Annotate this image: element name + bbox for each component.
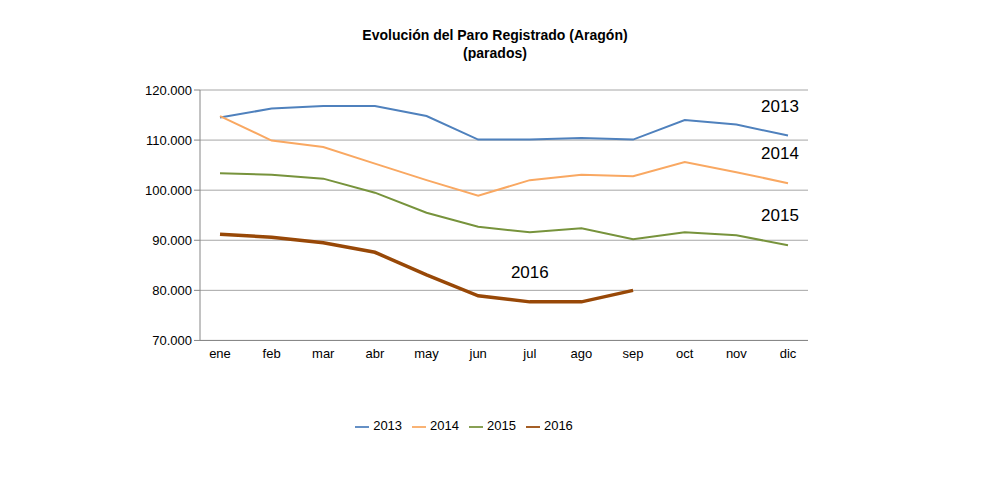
svg-text:nov: nov — [726, 346, 747, 361]
svg-text:may: may — [414, 346, 439, 361]
html-text:Evolución del Paro Registrado: Evolución del Paro Registrado (Aragón) — [362, 27, 628, 43]
svg-text:ago: ago — [571, 346, 593, 361]
svg-text:abr: abr — [366, 346, 385, 361]
svg-text:2014: 2014 — [761, 144, 799, 163]
html-text:2013: 2013 — [373, 418, 403, 433]
svg-text:100.000: 100.000 — [145, 183, 192, 198]
svg-text:2015: 2015 — [761, 206, 799, 225]
svg-text:2016: 2016 — [511, 263, 549, 282]
svg-text:80.000: 80.000 — [152, 283, 192, 298]
html-text:2016: 2016 — [543, 418, 573, 433]
html-text:2014: 2014 — [430, 418, 459, 433]
svg-text:2013: 2013 — [761, 97, 799, 116]
svg-text:jun: jun — [469, 346, 487, 361]
svg-text:jul: jul — [522, 346, 536, 361]
svg-text:90.000: 90.000 — [152, 233, 192, 248]
svg-text:feb: feb — [263, 346, 281, 361]
svg-text:110.000: 110.000 — [146, 133, 192, 148]
svg-text:dic: dic — [780, 346, 797, 361]
svg-text:mar: mar — [312, 346, 335, 361]
svg-text:oct: oct — [676, 346, 694, 361]
svg-text:sep: sep — [623, 346, 644, 361]
svg-text:ene: ene — [209, 346, 231, 361]
html-text:2015: 2015 — [487, 418, 516, 433]
svg-text:120.000: 120.000 — [145, 83, 192, 98]
html-text:(parados): (parados) — [463, 45, 527, 61]
svg-text:70.000: 70.000 — [152, 333, 192, 348]
